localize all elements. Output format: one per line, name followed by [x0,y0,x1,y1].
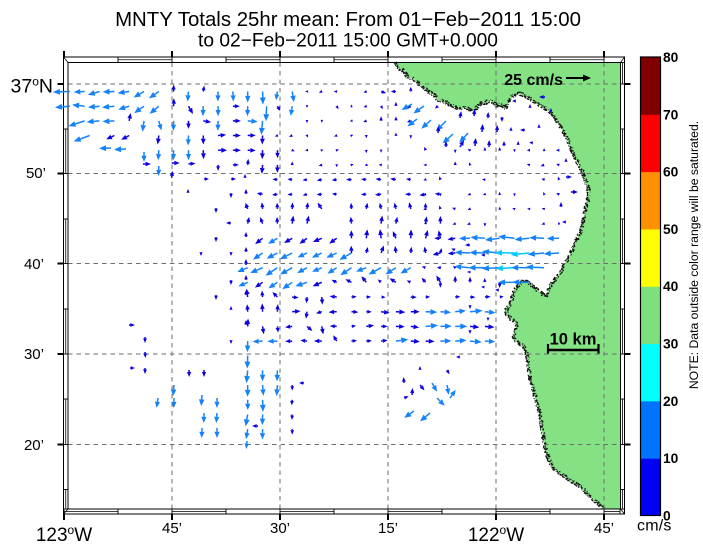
svg-text:30’: 30’ [270,520,290,537]
svg-text:45’: 45’ [594,520,614,537]
svg-text:NOTE: Data outside color range: NOTE: Data outside color range will be s… [687,121,701,389]
svg-text:37oN: 37oN [11,75,53,98]
svg-text:20: 20 [663,394,679,409]
svg-text:20’: 20’ [24,437,44,454]
svg-text:122oW: 122oW [468,523,524,546]
svg-text:50: 50 [663,222,679,237]
svg-text:45’: 45’ [162,520,182,537]
svg-text:70: 70 [663,107,679,122]
svg-text:50’: 50’ [26,165,46,182]
svg-text:30’: 30’ [24,346,44,363]
svg-text:60: 60 [663,165,679,180]
svg-text:25 cm/s: 25 cm/s [504,72,563,89]
svg-text:123oW: 123oW [36,523,92,546]
svg-text:30: 30 [663,337,679,352]
svg-text:40: 40 [663,279,679,294]
svg-text:MNTY Totals 25hr mean: From 01: MNTY Totals 25hr mean: From 01−Feb−2011 … [115,9,581,31]
svg-text:15’: 15’ [378,520,398,537]
svg-text:80: 80 [663,50,679,65]
svg-text:10: 10 [663,451,679,466]
svg-text:cm/s: cm/s [637,518,672,535]
svg-text:10 km: 10 km [550,331,597,349]
svg-text:to 02−Feb−2011 15:00 GMT+0.000: to 02−Feb−2011 15:00 GMT+0.000 [198,31,498,52]
svg-text:40’: 40’ [24,256,44,273]
